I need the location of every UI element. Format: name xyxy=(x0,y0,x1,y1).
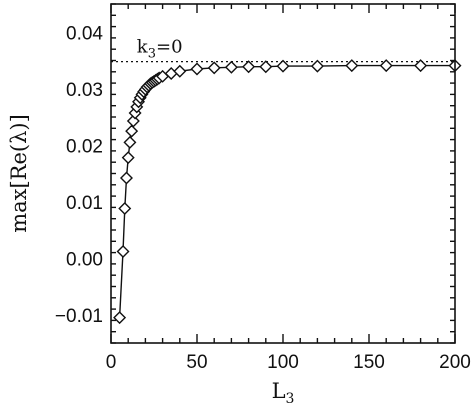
x-tick-label: 100 xyxy=(267,352,299,373)
y-tick-labels: −0.01 0.00 0.01 0.02 0.03 0.04 xyxy=(55,23,104,327)
data-point xyxy=(118,202,132,216)
y-axis-title: max[Re(λ)] xyxy=(7,114,31,233)
y-tick-label: 0.03 xyxy=(66,80,103,101)
data-point xyxy=(259,60,273,74)
reference-annotation: k3=0 xyxy=(137,37,183,62)
data-point xyxy=(242,60,256,74)
y-tick-label: 0.01 xyxy=(66,193,103,214)
annotation-main: k xyxy=(137,37,149,58)
y-tick-label: −0.01 xyxy=(55,306,103,327)
x-tick-label: 200 xyxy=(439,352,471,373)
data-point xyxy=(123,135,137,149)
x-tick-labels: 0 50 100 150 200 xyxy=(106,352,471,373)
x-axis-title-main: L xyxy=(272,379,286,403)
markers xyxy=(113,59,462,325)
x-axis-title-sub: 3 xyxy=(286,391,295,407)
data-point xyxy=(116,244,130,258)
data-point xyxy=(379,59,393,73)
data-point xyxy=(119,171,133,185)
data-point xyxy=(173,64,187,78)
annotation-rest: =0 xyxy=(156,37,183,58)
data-point xyxy=(276,59,290,73)
series-line xyxy=(118,64,455,318)
data-point xyxy=(207,61,221,75)
data-point xyxy=(190,62,204,76)
data-point xyxy=(345,59,359,73)
x-axis-title: L3 xyxy=(272,379,295,407)
x-tick-label: 50 xyxy=(186,352,207,373)
data-point xyxy=(414,59,428,73)
y-tick-label: 0.02 xyxy=(66,136,103,157)
x-tick-label: 150 xyxy=(353,352,385,373)
y-tick-label: 0.04 xyxy=(66,23,103,44)
data-point xyxy=(224,60,238,74)
data-point xyxy=(121,151,135,165)
x-tick-label: 0 xyxy=(106,352,117,373)
data-point xyxy=(125,124,139,138)
data-point xyxy=(310,59,324,73)
data-point xyxy=(113,311,127,325)
annotation-sub: 3 xyxy=(148,47,156,62)
plot-frame xyxy=(110,3,456,344)
y-tick-label: 0.00 xyxy=(66,249,103,270)
